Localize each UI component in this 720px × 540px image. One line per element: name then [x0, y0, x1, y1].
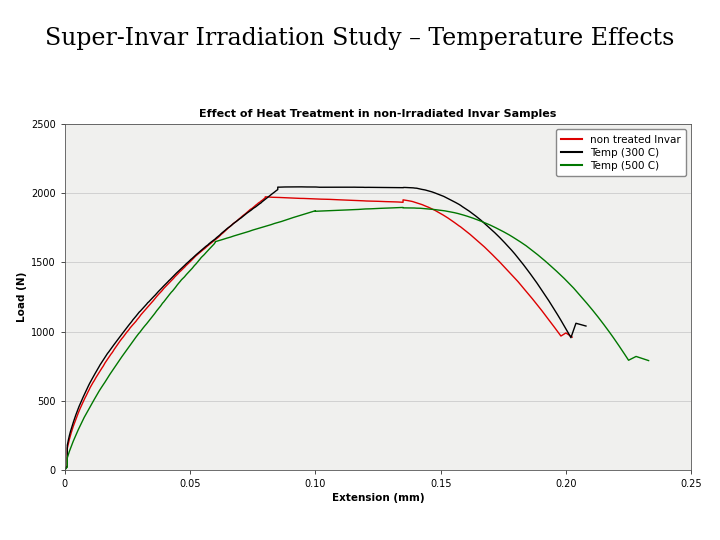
Temp (500 C) [644, 357, 653, 364]
Temp (300 C) [60, 467, 69, 473]
non treated Invar [163, 282, 171, 289]
X-axis label: Extension (mm): Extension (mm) [332, 493, 424, 503]
Line: Temp (500 C): Temp (500 C) [65, 207, 649, 470]
Temp (500 C) [162, 295, 171, 301]
Temp (300 C) [558, 320, 567, 326]
non treated Invar [300, 195, 308, 201]
Temp (500 C) [330, 207, 339, 214]
non treated Invar [156, 289, 165, 295]
Temp (500 C) [399, 204, 408, 211]
non treated Invar [79, 399, 88, 405]
Temp (500 C) [79, 416, 88, 423]
non treated Invar [261, 194, 269, 200]
non treated Invar [568, 334, 577, 340]
Line: Temp (300 C): Temp (300 C) [65, 187, 586, 470]
Text: Super-Invar Irradiation Study – Temperature Effects: Super-Invar Irradiation Study – Temperat… [45, 27, 675, 50]
non treated Invar [168, 277, 176, 284]
Temp (300 C) [102, 352, 111, 359]
Temp (500 C) [167, 289, 176, 295]
Temp (500 C) [152, 308, 161, 314]
Temp (500 C) [60, 467, 69, 473]
Line: non treated Invar: non treated Invar [65, 197, 572, 470]
Temp (300 C) [582, 323, 590, 329]
Temp (300 C) [294, 184, 302, 190]
Y-axis label: Load (N): Load (N) [17, 272, 27, 322]
Temp (300 C) [372, 184, 380, 191]
Temp (300 C) [190, 253, 199, 260]
Temp (500 C) [156, 303, 165, 309]
Title: Effect of Heat Treatment in non-Irradiated Invar Samples: Effect of Heat Treatment in non-Irradiat… [199, 109, 557, 119]
non treated Invar [153, 293, 161, 300]
Temp (300 C) [109, 342, 118, 348]
Legend: non treated Invar, Temp (300 C), Temp (500 C): non treated Invar, Temp (300 C), Temp (5… [556, 130, 686, 176]
non treated Invar [60, 467, 69, 473]
Temp (300 C) [189, 254, 197, 261]
